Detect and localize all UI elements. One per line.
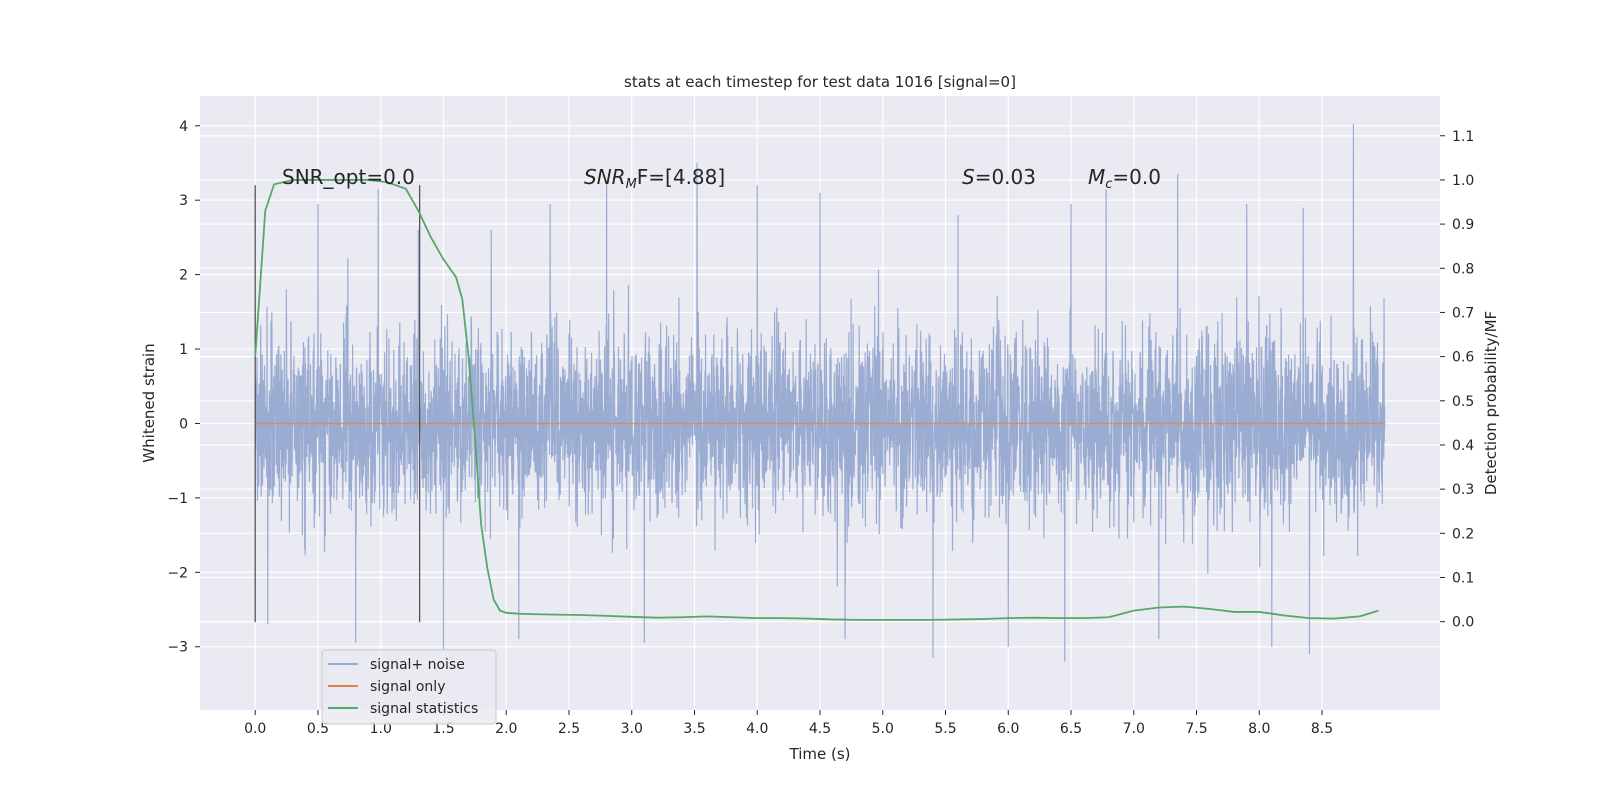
x-axis-ticks: 0.0 0.5 1.0 1.5 2.0 2.5 3.0 3.5 4.0 4.5 5.0 5.5 6.0 6… [244,710,1333,737]
y-right-tick-label: 0.4 [1452,438,1474,454]
y-tick-label: −3 [167,640,188,656]
annotation-snr-mf-base: SNR [584,165,626,189]
x-tick-label: 1.5 [432,721,454,737]
y-right-tick-label: 0.8 [1452,261,1474,277]
y-right-tick-label: 0.2 [1452,526,1474,542]
x-tick-label: 0.0 [244,721,266,737]
y-right-axis-title: Detection probability/MF [1482,311,1500,495]
legend-label-signal-plus-noise: signal+ noise [370,657,465,673]
x-tick-label: 8.5 [1311,721,1333,737]
y-right-axis-ticks: 1.1 1.0 0.9 0.8 0.7 0.6 0.5 0.4 0.3 0.2 0.1 0.0 [1440,129,1474,631]
y-tick-label: 2 [179,268,188,284]
y-right-tick-label: 0.0 [1452,615,1474,631]
y-right-tick-label: 0.9 [1452,217,1474,233]
y-tick-label: −1 [167,491,188,507]
x-tick-label: 6.5 [1060,721,1082,737]
vertical-markers [254,185,421,623]
legend-label-signal-statistics: signal statistics [370,701,478,717]
signal-statistics-line [254,179,1379,621]
annotation-mc-sub: c [1105,177,1112,192]
y-right-tick-label: 0.6 [1452,350,1474,366]
legend-label-signal-only: signal only [370,679,445,695]
x-tick-label: 4.0 [746,721,768,737]
annotation-snr-mf: SNRMF=[4.88] [584,165,725,192]
annotation-snr-mf-sub: M [626,177,637,192]
y-axis-ticks: 4 3 2 1 0 −1 −2 −3 [167,119,200,656]
y-axis-title: Whitened strain [140,343,158,462]
x-tick-label: 1.0 [370,721,392,737]
annotation-s-base: S [962,165,975,189]
x-tick-label: 0.5 [307,721,329,737]
y-right-tick-label: 0.3 [1452,482,1474,498]
annotation-snr-mf-rest: F=[4.88] [637,165,725,189]
y-right-tick-label: 1.0 [1452,173,1474,189]
y-right-tick-label: 0.1 [1452,570,1474,586]
x-tick-label: 5.0 [872,721,894,737]
y-right-tick-label: 0.5 [1452,394,1474,410]
x-tick-label: 3.5 [683,721,705,737]
x-tick-label: 2.0 [495,721,517,737]
annotation-mc: Mc=0.0 [1088,165,1161,192]
y-tick-label: 1 [179,342,188,358]
y-right-tick-label: 1.1 [1452,129,1474,145]
series-signal-statistics [254,179,1379,621]
x-tick-label: 8.0 [1248,721,1270,737]
x-tick-label: 6.0 [997,721,1019,737]
y-tick-label: 3 [179,193,188,209]
annotation-mc-base: M [1088,165,1105,189]
annotation-mc-rest: =0.0 [1112,165,1161,189]
annotation-snr-opt: SNR_opt=0.0 [282,165,415,189]
chart-title: stats at each timestep for test data 101… [624,73,1016,91]
y-tick-label: −2 [167,565,188,581]
x-tick-label: 3.0 [621,721,643,737]
y-tick-label: 0 [179,416,188,432]
annotation-s-rest: =0.03 [975,165,1036,189]
legend-box [321,649,497,725]
y-tick-label: 4 [179,119,188,135]
x-axis-title: Time (s) [789,745,851,763]
x-tick-label: 7.5 [1185,721,1207,737]
x-tick-label: 2.5 [558,721,580,737]
annotation-s: S=0.03 [962,165,1036,189]
x-tick-label: 4.5 [809,721,831,737]
legend: signal+ noise signal only signal statist… [321,649,497,725]
x-tick-label: 5.5 [934,721,956,737]
y-right-tick-label: 0.7 [1452,305,1474,321]
x-tick-label: 7.0 [1123,721,1145,737]
